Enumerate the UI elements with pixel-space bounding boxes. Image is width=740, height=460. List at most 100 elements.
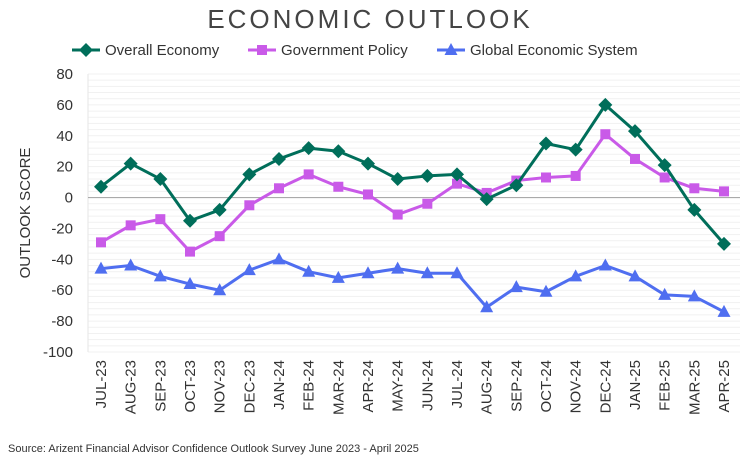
data-point: [450, 266, 464, 279]
data-point: [94, 261, 108, 274]
x-tick-label: MAR-25: [686, 360, 703, 415]
x-tick-label: NOV-23: [212, 360, 229, 413]
series-line: [100, 103, 726, 245]
data-point: [125, 220, 136, 231]
data-point: [392, 209, 403, 220]
data-point: [480, 300, 494, 313]
data-point: [155, 214, 166, 225]
legend-item: Overall Economy: [72, 42, 220, 59]
data-point: [123, 156, 138, 171]
data-point: [153, 269, 167, 282]
x-tick-label: FEB-24: [301, 360, 318, 411]
data-point: [331, 144, 346, 159]
data-point: [658, 287, 672, 300]
series-overall-economy: [94, 97, 731, 251]
data-point: [303, 169, 314, 180]
y-tick-label: 0: [65, 190, 73, 207]
data-point: [630, 153, 640, 164]
data-point: [361, 266, 375, 279]
data-point: [153, 172, 168, 187]
data-point: [479, 192, 494, 207]
data-point: [628, 269, 642, 282]
data-point: [598, 97, 613, 112]
data-point: [301, 141, 316, 156]
x-tick-label: DEC-24: [597, 360, 614, 413]
legend-label: Global Economic System: [470, 42, 638, 59]
data-point: [689, 183, 700, 194]
x-tick-label: JAN-24: [271, 360, 288, 410]
x-tick-label: NOV-24: [568, 360, 585, 413]
source-note: Source: Arizent Financial Advisor Confid…: [8, 443, 419, 455]
data-point: [214, 231, 225, 242]
y-tick-label: -20: [51, 220, 73, 237]
data-point: [124, 258, 138, 271]
data-point: [272, 151, 286, 166]
data-point: [213, 283, 227, 296]
data-point: [600, 129, 611, 140]
data-point: [717, 236, 731, 251]
data-point: [183, 277, 197, 290]
data-point: [450, 167, 464, 182]
data-point: [539, 284, 553, 297]
data-point: [331, 270, 345, 283]
x-tick-label: JAN-25: [627, 360, 644, 410]
y-tick-label: -100: [43, 344, 73, 361]
legend-label: Government Policy: [281, 42, 408, 59]
data-point: [390, 172, 405, 187]
y-tick-label: -60: [51, 282, 73, 299]
legend-triangle-icon: [444, 43, 458, 55]
data-point: [185, 246, 195, 257]
data-point: [333, 181, 344, 192]
x-axis: JUL-23 AUG-23 SEP-23 OCT-23 NOV-23 DEC-23 JAN-…: [93, 360, 733, 415]
data-point: [659, 172, 670, 183]
data-point: [94, 179, 108, 194]
x-tick-label: APR-24: [360, 360, 377, 413]
data-point: [274, 183, 284, 194]
series-line: [100, 257, 725, 314]
legend-diamond-icon: [79, 43, 93, 57]
data-point: [452, 178, 462, 189]
legend-item: Government Policy: [248, 42, 408, 59]
data-point: [420, 168, 435, 183]
data-point: [657, 158, 672, 173]
data-point: [509, 280, 523, 293]
y-axis: 80 60 40 20 0 -20 -40 -60 -80 -100: [43, 66, 73, 361]
legend-square-icon: [257, 45, 267, 55]
series-group: [94, 97, 731, 317]
data-point: [687, 289, 701, 302]
x-tick-label: SEP-24: [508, 360, 525, 412]
data-point: [717, 304, 731, 317]
legend: Overall Economy Government Policy Global E…: [72, 42, 638, 59]
data-point: [422, 198, 433, 209]
y-tick-label: 40: [56, 128, 73, 145]
data-point: [598, 258, 612, 271]
x-tick-label: FEB-25: [657, 360, 674, 411]
x-tick-label: JUL-23: [93, 360, 110, 408]
series-government-policy: [96, 129, 729, 257]
series-global-economic-system: [94, 252, 731, 317]
x-tick-label: DEC-23: [241, 360, 258, 413]
data-point: [509, 178, 524, 193]
data-point: [541, 172, 551, 183]
data-point: [242, 263, 256, 276]
data-point: [568, 142, 583, 157]
data-point: [719, 186, 729, 197]
x-tick-label: AUG-24: [479, 360, 496, 414]
y-tick-label: 80: [56, 66, 73, 83]
data-point: [361, 156, 375, 171]
y-tick-label: 60: [56, 97, 73, 114]
x-tick-label: AUG-23: [123, 360, 140, 414]
data-point: [183, 213, 197, 228]
x-tick-label: APR-25: [716, 360, 733, 413]
data-point: [242, 167, 257, 182]
data-point: [363, 189, 373, 200]
data-point: [628, 124, 642, 139]
data-point: [569, 269, 583, 282]
data-point: [272, 252, 286, 265]
data-point: [539, 136, 553, 151]
x-tick-label: JUL-24: [449, 360, 466, 408]
data-point: [96, 237, 106, 248]
y-axis-label: OUTLOOK SCORE: [17, 148, 34, 279]
legend-label: Overall Economy: [105, 42, 220, 59]
